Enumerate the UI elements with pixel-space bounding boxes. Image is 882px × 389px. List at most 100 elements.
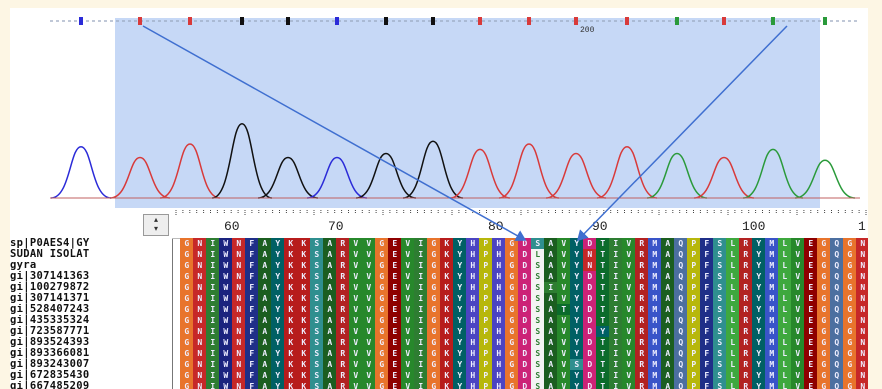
base-call-marker [574,17,578,25]
residue-cell: G [375,260,389,271]
residue-cell: V [622,282,636,293]
residue-cell: R [336,348,350,359]
residue-cell: F [245,293,259,304]
residue-cell: A [661,326,675,337]
residue-cell: I [414,359,428,370]
residue-cell: E [388,359,402,370]
residue-cell: V [349,370,363,381]
sequence-name-column: ▴ ▾ sp|P0AES4|GY SUDAN ISOLAT gyra gi|307141… [10,210,173,389]
residue-cell: R [635,348,649,359]
sequence-name[interactable]: gi|307141363 [10,271,90,282]
residue-cell: G [817,381,831,389]
residue-cell: M [765,337,779,348]
residue-cell: S [310,304,324,315]
residue-cell: K [440,370,454,381]
residue-cell: M [765,282,779,293]
residue-cell: I [206,249,220,260]
residue-cell: Q [830,238,844,249]
sequence-name[interactable]: gyra [10,260,37,271]
residue-cell: A [661,359,675,370]
sequence-name[interactable]: gi|672835430 [10,370,90,381]
sequence-name[interactable]: gi|893366081 [10,348,90,359]
residue-cell: N [856,359,868,370]
residue-cell: P [687,293,701,304]
residue-cell: M [765,271,779,282]
residue-cell: L [778,271,792,282]
residue-cell: R [635,381,649,389]
residue-cell: N [232,381,246,389]
residue-cell: H [466,359,480,370]
residue-cell: Y [570,348,584,359]
residue-cell: A [323,337,337,348]
residue-cell: W [219,304,233,315]
name-column-scroll-control[interactable]: ▴ ▾ [143,214,169,236]
residue-cell: Y [271,293,285,304]
residue-cell: S [531,381,545,389]
residue-cell: V [362,359,376,370]
residue-cell: Q [674,238,688,249]
residue-cell: G [375,348,389,359]
base-call-marker [675,17,679,25]
sequence-name[interactable]: gi|893524393 [10,337,90,348]
residue-cell: N [583,249,597,260]
residue-cell: N [856,304,868,315]
residue-cell: M [765,304,779,315]
residue-cell: A [258,249,272,260]
residue-cell: Y [752,315,766,326]
residue-cell: I [206,381,220,389]
residue-cell: G [427,249,441,260]
residue-cell: K [440,282,454,293]
residue-cell: V [557,271,571,282]
residue-cell: N [193,381,207,389]
residue-cell: L [726,249,740,260]
residue-cell: F [700,315,714,326]
residue-cell: A [544,304,558,315]
residue-cell: R [739,359,753,370]
sequence-name[interactable]: SUDAN ISOLAT [10,249,90,260]
residue-cell: E [388,381,402,389]
residue-cell: V [401,282,415,293]
residue-cell: I [206,304,220,315]
base-call-marker [79,17,83,25]
residue-cell: Q [830,348,844,359]
residue-cell: D [518,293,532,304]
residue-cell: K [284,293,298,304]
residue-cell: P [479,271,493,282]
residue-cell: V [362,326,376,337]
residue-cell: I [414,370,428,381]
sequence-name[interactable]: gi|528407243 [10,304,90,315]
residue-cell: G [427,293,441,304]
sequence-name[interactable]: gi|435335324 [10,315,90,326]
residue-cell: G [843,337,857,348]
residue-cell: R [635,282,649,293]
residue-cell: L [778,238,792,249]
residue-cell: L [778,304,792,315]
residue-cell: V [401,271,415,282]
sequence-name[interactable]: gi|100279872 [10,282,90,293]
residue-cell: T [596,271,610,282]
residue-cell: V [791,293,805,304]
residue-cell: G [427,326,441,337]
residue-cell: P [687,304,701,315]
sequence-name[interactable]: gi|893243007 [10,359,90,370]
residue-cell: G [180,337,194,348]
base-call-marker [286,17,290,25]
residue-cell: D [583,359,597,370]
residue-cell: V [349,315,363,326]
selection-highlight[interactable] [115,18,820,208]
residue-cell: E [388,238,402,249]
residue-cell: I [414,271,428,282]
residue-cell: F [700,260,714,271]
sequence-name[interactable]: gi|307141371 [10,293,90,304]
residue-cell: N [856,238,868,249]
residue-cell: T [596,381,610,389]
sequence-name[interactable]: gi|667485209 [10,381,90,389]
residue-cell: T [557,304,571,315]
residue-cell: K [440,337,454,348]
sequence-name[interactable]: sp|P0AES4|GY [10,238,90,249]
residue-cell: P [687,260,701,271]
residue-cell: G [427,348,441,359]
residue-cell: I [609,337,623,348]
base-call-marker [625,17,629,25]
sequence-name[interactable]: gi|723587771 [10,326,90,337]
